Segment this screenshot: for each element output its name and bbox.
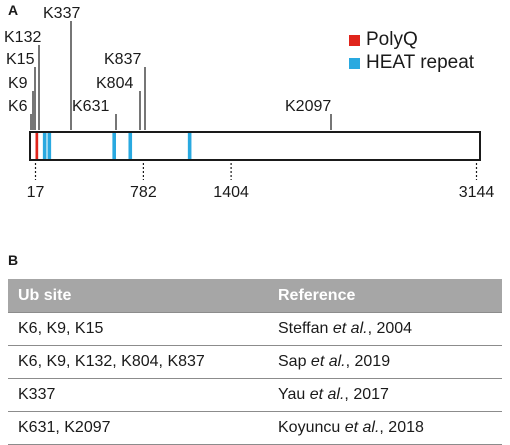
ub-site-label: K631 <box>72 98 109 115</box>
protein-bar <box>29 131 481 161</box>
ub-site-cell: K631, K2097 <box>8 411 268 445</box>
polyq-region <box>35 133 39 159</box>
heat-repeat-segment <box>42 133 47 159</box>
ub-site-cell: K6, K9, K15 <box>8 312 268 346</box>
panel-a-letter: A <box>8 2 19 18</box>
ub-site-label: K132 <box>4 29 41 46</box>
legend-swatch <box>349 58 360 69</box>
table-row: K631, K2097 Koyuncu et al., 2018 <box>8 411 502 445</box>
axis-tick-label: 3144 <box>459 184 495 201</box>
ub-site-label: K15 <box>6 51 35 68</box>
panel-b-letter: B <box>8 252 19 268</box>
table-row: K337 Yau et al., 2017 <box>8 378 502 412</box>
reference-cell: Sap et al., 2019 <box>268 345 502 379</box>
reference-year: , 2019 <box>345 353 391 370</box>
heat-repeat-segment <box>128 133 133 159</box>
heat-repeat-segment <box>112 133 116 159</box>
reference-author: Koyuncu <box>278 419 341 436</box>
ub-site-label: K6 <box>8 98 28 115</box>
ub-site-table: Ub site Reference K6, K9, K15 Steffan et… <box>8 279 502 445</box>
reference-cell: Steffan et al., 2004 <box>268 312 502 346</box>
ub-site-label: K2097 <box>285 98 331 115</box>
reference-cell: Koyuncu et al., 2018 <box>268 411 502 445</box>
column-header-reference: Reference <box>268 279 502 313</box>
reference-etal: et al. <box>332 320 368 337</box>
ub-site-cell: K337 <box>8 378 268 412</box>
reference-cell: Yau et al., 2017 <box>268 378 502 412</box>
reference-author: Sap <box>278 353 307 370</box>
axis-tick-label: 17 <box>27 184 45 201</box>
table-row: K6, K9, K132, K804, K837 Sap et al., 201… <box>8 345 502 379</box>
ub-site-label: K804 <box>96 75 133 92</box>
reference-year: , 2017 <box>344 386 389 403</box>
reference-year: , 2004 <box>367 320 413 337</box>
heat-repeat-segment <box>187 133 192 159</box>
reference-author: Steffan <box>278 320 329 337</box>
ub-site-label: K9 <box>8 75 28 92</box>
ub-site-label: K837 <box>104 51 141 68</box>
table-row: K6, K9, K15 Steffan et al., 2004 <box>8 312 502 346</box>
axis-tick-label: 782 <box>130 184 157 201</box>
legend-swatch <box>349 35 360 46</box>
reference-etal: et al. <box>344 419 380 436</box>
table-header-row: Ub site Reference <box>8 279 502 313</box>
axis-tick-label: 1404 <box>213 184 249 201</box>
column-header-ub-site: Ub site <box>8 279 268 313</box>
reference-etal: et al. <box>309 386 345 403</box>
legend-label: HEAT repeat <box>366 52 475 73</box>
ub-site-cell: K6, K9, K132, K804, K837 <box>8 345 268 379</box>
reference-etal: et al. <box>310 353 346 370</box>
reference-author: Yau <box>278 386 306 403</box>
legend-label: PolyQ <box>366 29 418 50</box>
heat-repeat-segment <box>47 133 52 159</box>
ub-site-label: K337 <box>43 5 80 22</box>
reference-year: , 2018 <box>379 419 424 436</box>
